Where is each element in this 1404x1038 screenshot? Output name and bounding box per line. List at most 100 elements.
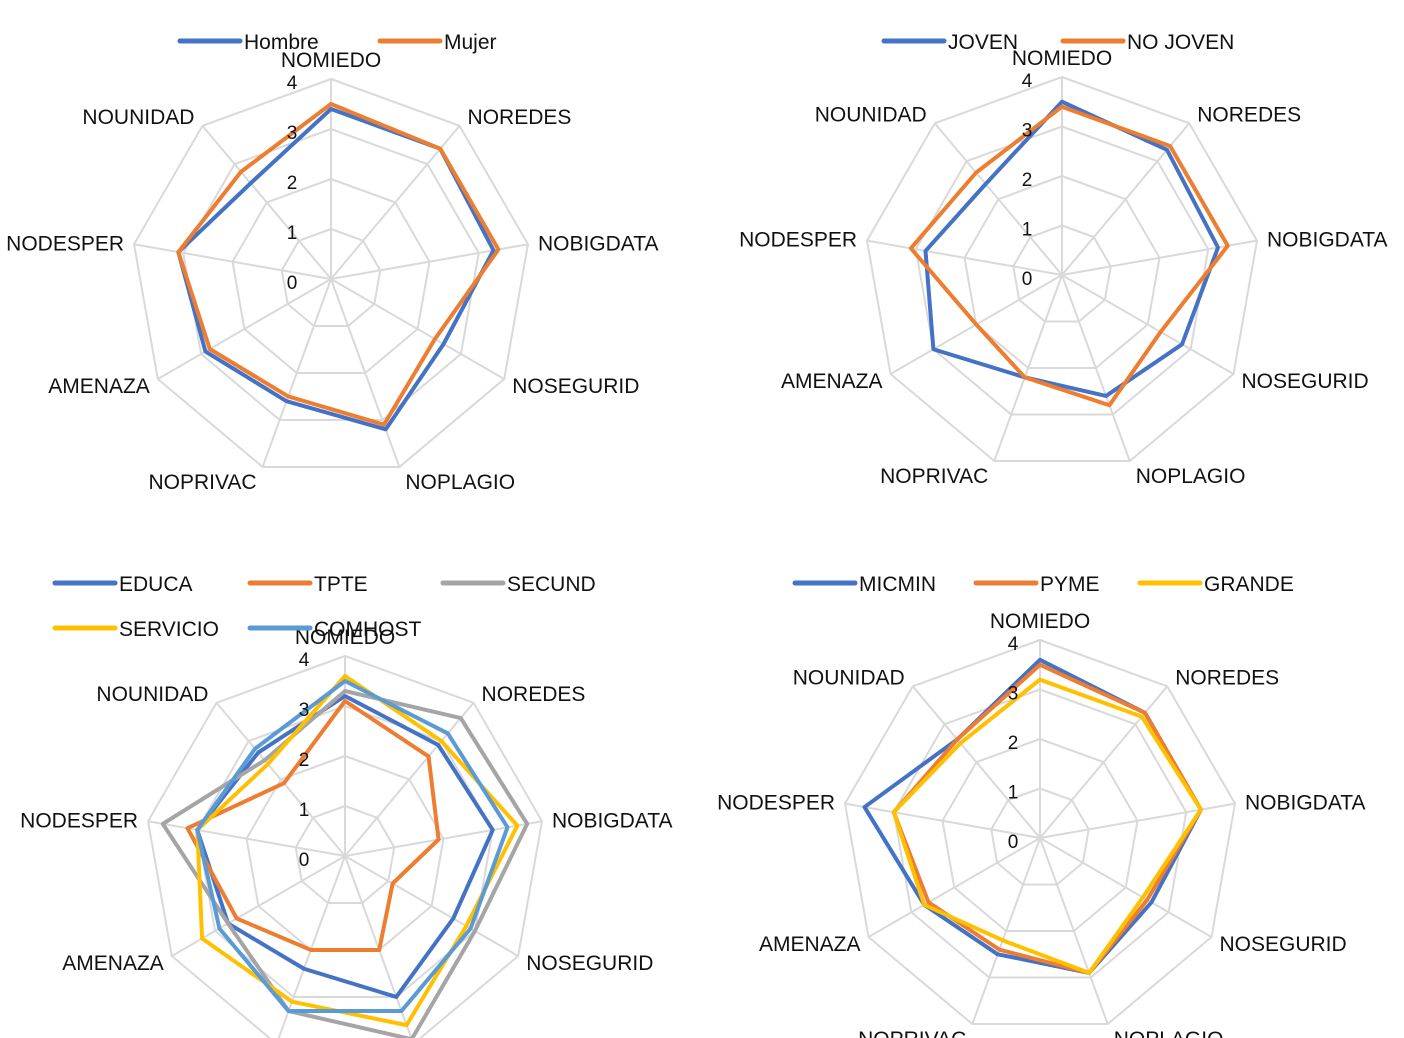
- axis-spoke: [866, 239, 1063, 276]
- axis-spoke: [157, 278, 332, 380]
- tick-label: 4: [299, 650, 310, 671]
- category-label-amenaza: AMENAZA: [781, 370, 883, 393]
- axis-spoke: [1039, 802, 1236, 839]
- series-line-secund: [160, 689, 530, 1038]
- category-label-nodesper: NODESPER: [6, 232, 124, 255]
- legend-label-pyme: PYME: [1040, 573, 1100, 596]
- gridline-level-4: [146, 654, 544, 1038]
- gridline-level-4: [843, 638, 1237, 1026]
- category-label-nosegurid: NOSEGURID: [1241, 370, 1368, 393]
- category-label-nomiedo: NOMIEDO: [281, 49, 381, 72]
- tick-label: 4: [1008, 634, 1019, 655]
- axis-spoke: [133, 243, 332, 280]
- axis-spoke: [201, 125, 332, 280]
- gridline-level-1: [1012, 224, 1112, 323]
- gridline-level-3: [182, 127, 480, 421]
- gridline-level-1: [280, 227, 382, 327]
- gridline-level-4: [865, 75, 1259, 463]
- radar-chart-3: 01234NOMIEDONOREDESNOBIGDATANOSEGURIDNOP…: [20, 573, 673, 1038]
- category-label-nounidad: NOUNIDAD: [82, 106, 194, 129]
- series-line-no-joven: [908, 104, 1230, 408]
- gridline-level-2: [231, 177, 431, 374]
- category-label-noredes: NOREDES: [1197, 103, 1301, 126]
- axis-spoke: [330, 278, 505, 380]
- gridline-level-2: [941, 737, 1139, 933]
- axis-spoke: [911, 685, 1041, 839]
- category-label-noredes: NOREDES: [468, 106, 572, 129]
- axis-spoke: [344, 855, 519, 957]
- category-label-nomiedo: NOMIEDO: [990, 610, 1090, 633]
- category-label-noplagio: NOPLAGIO: [405, 471, 515, 494]
- category-label-nobigdata: NOBIGDATA: [1267, 229, 1388, 252]
- category-label-nodesper: NODESPER: [717, 792, 835, 815]
- category-label-noprivac: NOPRIVAC: [858, 1028, 966, 1038]
- category-label-noredes: NOREDES: [482, 683, 586, 706]
- axis-spoke: [344, 702, 475, 857]
- category-label-nobigdata: NOBIGDATA: [1245, 792, 1366, 815]
- legend-label-micmin: MICMIN: [859, 573, 936, 596]
- category-label-nosegurid: NOSEGURID: [512, 375, 639, 398]
- category-label-nomiedo: NOMIEDO: [1012, 47, 1112, 70]
- legend-label-hombre: Hombre: [244, 31, 319, 54]
- axis-spoke: [1061, 274, 1131, 462]
- category-label-noprivac: NOPRIVAC: [880, 465, 988, 488]
- category-label-amenaza: AMENAZA: [48, 375, 150, 398]
- category-label-noplagio: NOPLAGIO: [1114, 1028, 1224, 1038]
- gridline-level-4: [132, 77, 530, 468]
- tick-label: 1: [1008, 783, 1019, 804]
- category-label-amenaza: AMENAZA: [62, 952, 164, 975]
- legend-label-educa: EDUCA: [119, 573, 193, 596]
- series-line-mujer: [176, 102, 501, 427]
- category-label-nounidad: NOUNIDAD: [793, 666, 905, 689]
- axis-spoke: [330, 278, 401, 468]
- axis-spoke: [261, 278, 332, 468]
- legend-label-grande: GRANDE: [1204, 573, 1294, 596]
- legend-label-joven: JOVEN: [948, 31, 1018, 54]
- tick-label: 1: [1022, 220, 1033, 241]
- series-line-pyme: [891, 662, 1203, 975]
- category-label-nounidad: NOUNIDAD: [96, 683, 208, 706]
- legend-label-mujer: Mujer: [444, 31, 497, 54]
- legend-label-secund: SECUND: [507, 573, 596, 596]
- tick-label: 1: [287, 223, 298, 244]
- category-label-nosegurid: NOSEGURID: [1219, 933, 1346, 956]
- tick-label: 4: [1022, 71, 1033, 92]
- series-line-tpte: [185, 699, 441, 952]
- tick-label: 0: [1022, 269, 1033, 290]
- axis-spoke: [1061, 274, 1234, 375]
- category-label-nobigdata: NOBIGDATA: [538, 232, 659, 255]
- tick-label: 0: [1008, 832, 1019, 853]
- axis-spoke: [147, 820, 346, 857]
- axis-spoke: [1039, 685, 1169, 839]
- category-label-noprivac: NOPRIVAC: [148, 471, 256, 494]
- tick-label: 4: [287, 73, 298, 94]
- tick-label: 3: [1022, 121, 1033, 142]
- gridline-level-1: [294, 804, 396, 904]
- category-label-amenaza: AMENAZA: [759, 933, 861, 956]
- axis-spoke: [933, 122, 1063, 276]
- gridline-level-1: [990, 787, 1090, 886]
- axis-spoke: [993, 274, 1063, 462]
- series-line-educa: [195, 694, 495, 999]
- axis-spoke: [971, 837, 1041, 1025]
- legend-label-tpte: TPTE: [314, 573, 368, 596]
- legend-label-no-joven: NO JOVEN: [1127, 31, 1234, 54]
- axis-spoke: [1039, 837, 1109, 1025]
- legend-label-servicio: SERVICIO: [119, 618, 219, 641]
- axis-spoke: [215, 702, 346, 857]
- axis-spoke: [330, 125, 461, 280]
- axis-spoke: [844, 802, 1041, 839]
- tick-label: 2: [287, 173, 298, 194]
- category-label-noplagio: NOPLAGIO: [1136, 465, 1246, 488]
- series-line-joven: [923, 99, 1220, 398]
- axis-spoke: [1039, 837, 1212, 938]
- gridline-level-3: [914, 125, 1210, 416]
- axis-spoke: [868, 837, 1041, 938]
- tick-label: 0: [287, 273, 298, 294]
- series-line-grande: [891, 677, 1203, 975]
- tick-label: 3: [299, 700, 310, 721]
